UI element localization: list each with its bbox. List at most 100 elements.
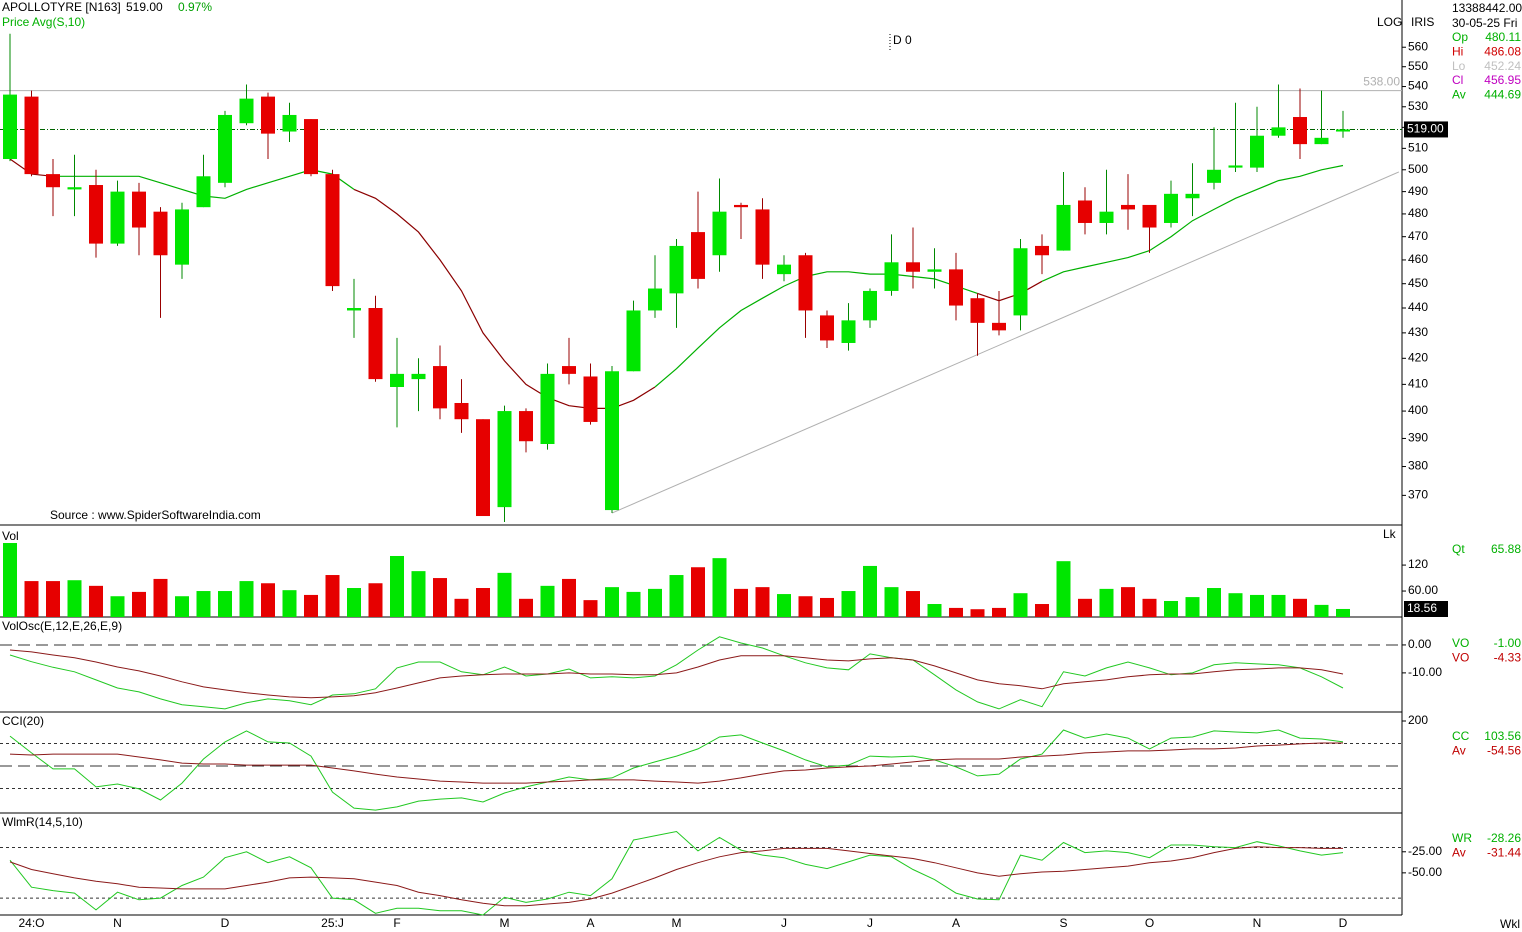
candle-body	[863, 290, 877, 321]
y-tick-label: 420	[1408, 350, 1428, 364]
x-tick-label: D	[1339, 916, 1348, 930]
y-tick-label: -10.00	[1408, 665, 1442, 679]
indicator-line	[9, 729, 1344, 811]
candle-body	[691, 232, 705, 279]
volume-bar	[368, 583, 383, 617]
candle-body	[992, 322, 1006, 331]
y-tick-label: 370	[1408, 488, 1428, 502]
volume-bar	[3, 543, 17, 617]
y-tick-label: 460	[1408, 252, 1428, 266]
candle-body	[1314, 137, 1329, 145]
x-tick-label: 24:O	[18, 916, 44, 930]
y-tick-label: 530	[1408, 99, 1428, 113]
candle-body	[970, 298, 985, 323]
volume-bar	[1293, 598, 1307, 617]
indicator-line	[9, 649, 1344, 699]
y-tick-label: 120	[1408, 557, 1428, 571]
volume-bar	[497, 572, 512, 617]
readout-value: -31.44	[1487, 845, 1521, 859]
volume-bar	[67, 580, 82, 617]
volume-bar	[1228, 593, 1243, 617]
volume-bar	[110, 596, 125, 617]
panel-title: CCI(20)	[2, 714, 44, 728]
candle-body	[906, 262, 920, 272]
volume-bar	[1185, 597, 1200, 617]
panel-title: VolOsc(E,12,E,26,E,9)	[2, 619, 122, 633]
volume-bar	[1271, 594, 1286, 617]
candle-body	[239, 98, 254, 124]
candle-body	[1250, 135, 1264, 168]
candle-body	[755, 209, 770, 265]
candle-body	[325, 174, 340, 287]
x-tick-label: J	[867, 916, 873, 930]
period: Wkl	[1500, 917, 1520, 931]
volume-bar	[261, 583, 275, 617]
tool-name: IRIS	[1411, 15, 1434, 29]
price-box	[1404, 121, 1448, 138]
scale-mode: LOG	[1377, 15, 1402, 29]
volume-bar	[1035, 604, 1049, 617]
candle-body	[132, 191, 146, 228]
readout-value: 103.56	[1484, 729, 1521, 743]
volume-bar	[454, 598, 469, 617]
readout-value: -28.26	[1487, 831, 1521, 845]
candle-body	[454, 402, 469, 420]
candle-body	[1142, 204, 1157, 228]
candle-body	[261, 96, 275, 134]
volume-bar	[1250, 594, 1264, 617]
source: Source : www.SpiderSoftwareIndia.com	[50, 508, 261, 522]
moving-average	[353, 188, 656, 409]
volume-bar	[841, 591, 856, 617]
candle-body	[1035, 245, 1049, 256]
candle-body	[1336, 129, 1350, 132]
x-tick-label: M	[500, 916, 510, 930]
volume-bar	[691, 567, 705, 617]
candle-body	[411, 373, 426, 380]
candle-body	[46, 174, 60, 188]
candle-body	[605, 371, 619, 511]
volume-bar	[411, 571, 426, 617]
symbol: APOLLOTYRE [N163]	[2, 0, 121, 14]
volume-bar	[734, 588, 748, 617]
candle-body	[390, 373, 404, 388]
candle-body	[304, 119, 318, 175]
y-tick-label: 60.00	[1408, 583, 1438, 597]
volume-bar	[1121, 587, 1135, 617]
indicator-line	[9, 846, 1343, 907]
candle-body	[1099, 211, 1114, 223]
volume-bar	[1056, 561, 1071, 617]
volume-bar	[89, 585, 103, 617]
candle-body	[562, 366, 576, 374]
series-name: Price Avg(S,10)	[2, 15, 85, 29]
y-tick-label: 480	[1408, 206, 1428, 220]
volume-bar	[626, 591, 641, 617]
readout-value: 444.69	[1484, 87, 1521, 101]
panel-title: Vol	[2, 529, 19, 543]
candle-body	[841, 320, 856, 343]
volume-bar	[46, 581, 60, 617]
candle-body	[626, 310, 641, 372]
candle-body	[949, 269, 963, 306]
readout-value: 486.08	[1484, 44, 1521, 58]
y-tick-label: 380	[1408, 459, 1428, 473]
volume-bar	[153, 578, 168, 617]
readout-value: -1.00	[1494, 636, 1522, 650]
candle-body	[1013, 248, 1028, 316]
volume-bar	[970, 609, 985, 617]
x-tick-label: M	[672, 916, 682, 930]
candle-body	[153, 211, 168, 256]
candle-body	[648, 288, 662, 311]
y-tick-label: 440	[1408, 300, 1428, 314]
y-tick-label: 400	[1408, 403, 1428, 417]
x-tick-label: 25:J	[321, 916, 344, 930]
volume-bar	[1099, 588, 1114, 617]
date: 30-05-25 Fri	[1452, 16, 1517, 30]
y-tick-label: 430	[1408, 325, 1428, 339]
candle-body	[218, 114, 232, 183]
volume-bar	[562, 578, 576, 617]
change: 0.97%	[178, 0, 212, 14]
moving-average	[654, 271, 978, 388]
volume-bar	[476, 588, 490, 617]
